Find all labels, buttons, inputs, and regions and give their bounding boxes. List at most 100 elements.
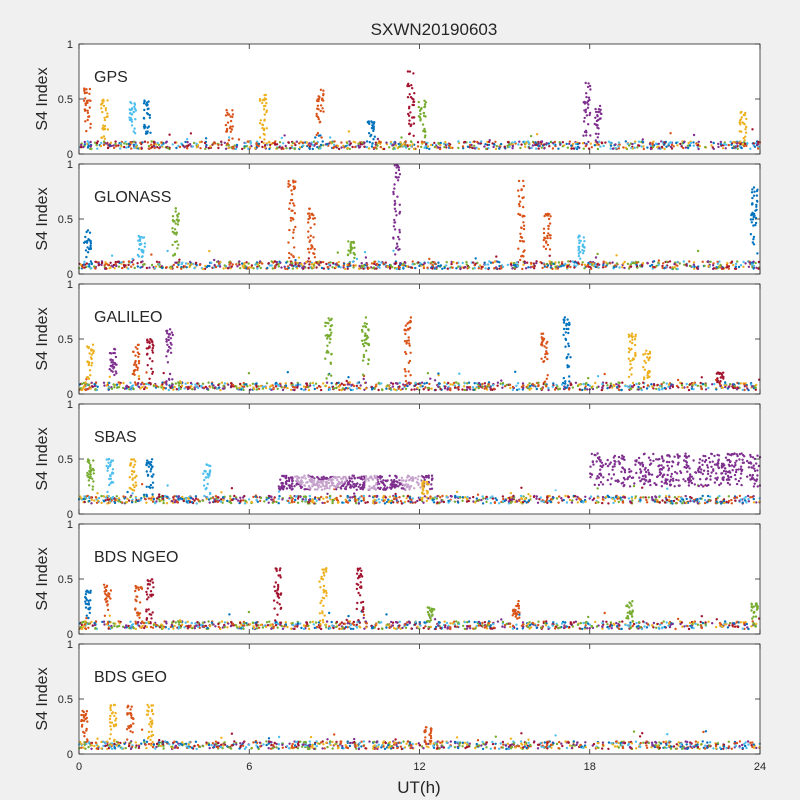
- data-point: [117, 381, 120, 384]
- spike-point: [104, 107, 108, 110]
- data-point: [458, 265, 462, 268]
- data-point: [655, 264, 658, 268]
- data-point: [481, 385, 484, 388]
- data-point: [431, 267, 434, 270]
- data-point: [135, 146, 138, 149]
- data-point: [593, 144, 596, 147]
- data-point: [124, 140, 127, 143]
- spike-point: [583, 116, 586, 120]
- data-point: [331, 266, 334, 269]
- data-point: [84, 381, 87, 384]
- data-point: [631, 147, 635, 150]
- data-point: [548, 260, 551, 263]
- spike-point: [739, 111, 742, 115]
- data-point: [609, 147, 612, 150]
- data-point: [426, 266, 429, 269]
- spike-point: [546, 374, 549, 377]
- data-point: [667, 499, 671, 502]
- data-point: [739, 382, 742, 385]
- spike-point: [290, 198, 294, 202]
- spike-point: [226, 113, 230, 116]
- data-point: [651, 142, 654, 145]
- data-point: [756, 143, 759, 146]
- data-point: [445, 261, 448, 264]
- data-point: [495, 145, 498, 148]
- data-point: [87, 145, 90, 148]
- data-point: [514, 370, 517, 373]
- spike-point: [564, 345, 567, 348]
- data-point: [526, 384, 530, 387]
- data-point: [157, 143, 161, 146]
- data-point: [597, 501, 600, 504]
- data-point: [642, 147, 645, 151]
- data-point: [109, 266, 112, 269]
- data-point: [739, 142, 742, 146]
- data-point: [508, 143, 511, 146]
- data-point: [522, 384, 525, 387]
- data-point: [592, 497, 596, 500]
- data-point: [667, 142, 671, 145]
- data-point: [209, 145, 212, 148]
- spike-point: [263, 133, 266, 136]
- data-point: [82, 145, 85, 149]
- data-point: [569, 265, 572, 269]
- data-point: [280, 266, 283, 269]
- spike-point: [577, 252, 581, 255]
- data-point: [658, 501, 661, 504]
- spike-point: [88, 369, 92, 372]
- spike-point: [586, 85, 590, 89]
- data-point: [703, 499, 707, 502]
- spike-point: [544, 356, 547, 359]
- data-point: [589, 266, 592, 269]
- spike-point: [577, 234, 581, 237]
- data-point: [305, 141, 309, 144]
- spike-point: [146, 103, 149, 107]
- data-point: [274, 140, 277, 143]
- data-point: [466, 382, 469, 385]
- data-point: [721, 386, 724, 390]
- data-point: [683, 140, 686, 143]
- spike-point: [88, 263, 91, 266]
- data-point: [606, 387, 609, 390]
- data-point: [403, 384, 407, 387]
- data-point: [613, 384, 616, 388]
- spike-point: [742, 137, 745, 140]
- data-point: [614, 143, 617, 146]
- data-point: [290, 388, 293, 391]
- data-point: [549, 266, 553, 269]
- data-point: [707, 264, 710, 268]
- data-point: [154, 265, 158, 268]
- spike-point: [423, 99, 426, 103]
- data-point: [631, 499, 634, 502]
- data-point: [173, 141, 177, 144]
- data-point: [220, 140, 223, 143]
- data-point: [322, 497, 325, 500]
- data-point: [277, 384, 281, 387]
- spike-point: [645, 349, 648, 352]
- data-point: [296, 261, 299, 265]
- data-point: [186, 141, 189, 144]
- data-point: [594, 381, 597, 385]
- spike-point: [646, 372, 649, 375]
- data-point: [696, 384, 699, 387]
- spike-point: [137, 239, 140, 242]
- data-point: [638, 382, 641, 385]
- spike-point: [347, 249, 350, 252]
- data-point: [433, 261, 436, 264]
- data-point: [158, 265, 161, 268]
- data-point: [426, 386, 430, 390]
- data-point: [721, 147, 725, 150]
- data-point: [123, 387, 127, 390]
- spike-point: [171, 378, 174, 381]
- data-point: [487, 143, 491, 147]
- spike-point: [165, 340, 168, 343]
- data-point: [242, 388, 245, 392]
- spike-point: [412, 134, 415, 137]
- data-point: [724, 381, 727, 384]
- data-point: [734, 145, 737, 149]
- data-point: [535, 495, 538, 498]
- data-point: [533, 264, 536, 268]
- data-point: [302, 388, 306, 392]
- data-point: [137, 375, 141, 378]
- data-point: [749, 383, 753, 386]
